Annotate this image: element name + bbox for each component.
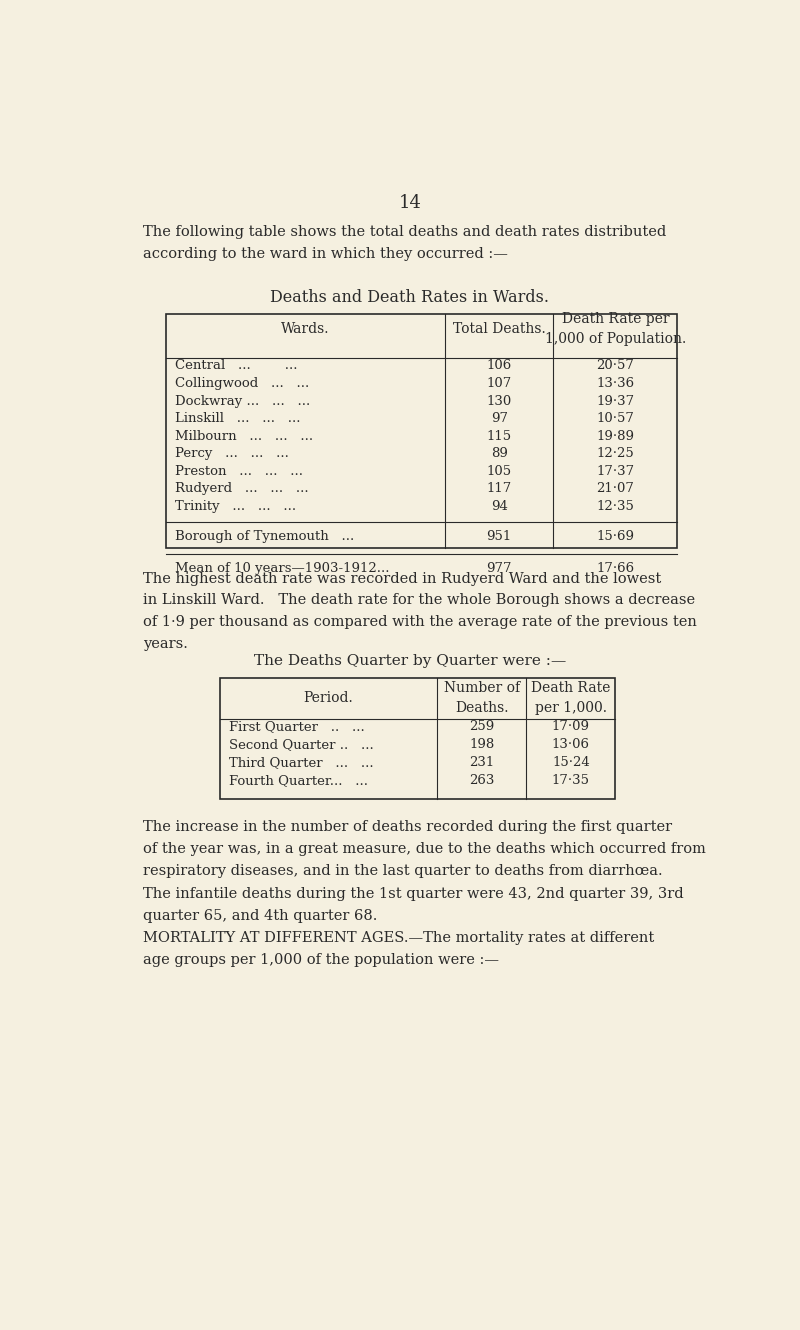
Text: 105: 105 [486, 464, 512, 477]
Text: 15·69: 15·69 [596, 529, 634, 543]
Text: The increase in the number of deaths recorded during the first quarter
of the ye: The increase in the number of deaths rec… [142, 821, 706, 878]
Bar [220, 678, 615, 799]
Text: 13·06: 13·06 [552, 738, 590, 751]
Text: 19·89: 19·89 [596, 430, 634, 443]
Text: 12·25: 12·25 [597, 447, 634, 460]
Bar [166, 314, 678, 548]
Text: The infantile deaths during the 1st quarter were 43, 2nd quarter 39, 3rd
quarter: The infantile deaths during the 1st quar… [142, 887, 683, 923]
Text: Trinity   ...   ...   ...: Trinity ... ... ... [175, 500, 296, 513]
Text: 17·09: 17·09 [552, 720, 590, 733]
Text: 977: 977 [486, 563, 512, 575]
Text: 130: 130 [486, 395, 512, 407]
Text: 198: 198 [469, 738, 494, 751]
Text: Third Quarter   ...   ...: Third Quarter ... ... [230, 755, 374, 769]
Text: Mean of 10 years—1903-1912...: Mean of 10 years—1903-1912... [175, 563, 390, 575]
Text: 17·37: 17·37 [596, 464, 634, 477]
Text: 951: 951 [486, 529, 512, 543]
Text: Percy   ...   ...   ...: Percy ... ... ... [175, 447, 289, 460]
Text: Borough of Tynemouth   ...: Borough of Tynemouth ... [175, 529, 354, 543]
Text: 13·36: 13·36 [596, 376, 634, 390]
Text: 19·37: 19·37 [596, 395, 634, 407]
Text: Central   ...        ...: Central ... ... [175, 359, 298, 372]
Text: Rudyerd   ...   ...   ...: Rudyerd ... ... ... [175, 483, 309, 495]
Text: Death Rate per
1,000 of Population.: Death Rate per 1,000 of Population. [545, 313, 686, 346]
Text: Deaths and Death Rates in Wards.: Deaths and Death Rates in Wards. [270, 289, 550, 306]
Text: 21·07: 21·07 [597, 483, 634, 495]
Text: 12·35: 12·35 [597, 500, 634, 513]
Text: Number of
Deaths.: Number of Deaths. [444, 681, 520, 714]
Text: 17·35: 17·35 [552, 774, 590, 787]
Text: 259: 259 [469, 720, 494, 733]
Text: 10·57: 10·57 [597, 412, 634, 426]
Text: Milbourn   ...   ...   ...: Milbourn ... ... ... [175, 430, 314, 443]
Text: The highest death rate was recorded in Rudyerd Ward and the lowest
in Linskill W: The highest death rate was recorded in R… [142, 572, 697, 650]
Text: 94: 94 [490, 500, 507, 513]
Text: The Deaths Quarter by Quarter were :—: The Deaths Quarter by Quarter were :— [254, 654, 566, 668]
Text: 17·66: 17·66 [596, 563, 634, 575]
Text: 14: 14 [398, 194, 422, 213]
Text: 89: 89 [490, 447, 507, 460]
Text: 115: 115 [486, 430, 512, 443]
Text: Collingwood   ...   ...: Collingwood ... ... [175, 376, 310, 390]
Text: Wards.: Wards. [281, 322, 330, 336]
Text: 15·24: 15·24 [552, 755, 590, 769]
Text: Dockwray ...   ...   ...: Dockwray ... ... ... [175, 395, 310, 407]
Text: 117: 117 [486, 483, 512, 495]
Text: First Quarter   ..   ...: First Quarter .. ... [230, 720, 365, 733]
Text: 106: 106 [486, 359, 512, 372]
Text: The following table shows the total deaths and death rates distributed
according: The following table shows the total deat… [142, 225, 666, 261]
Text: Linskill   ...   ...   ...: Linskill ... ... ... [175, 412, 301, 426]
Text: Death Rate
per 1,000.: Death Rate per 1,000. [531, 681, 610, 714]
Text: 231: 231 [469, 755, 494, 769]
Text: Second Quarter ..   ...: Second Quarter .. ... [230, 738, 374, 751]
Text: Fourth Quarter...   ...: Fourth Quarter... ... [230, 774, 369, 787]
Text: Preston   ...   ...   ...: Preston ... ... ... [175, 464, 303, 477]
Text: MORTALITY AT DIFFERENT AGES.—The mortality rates at different
age groups per 1,0: MORTALITY AT DIFFERENT AGES.—The mortali… [142, 931, 654, 967]
Text: Period.: Period. [304, 690, 354, 705]
Text: 107: 107 [486, 376, 512, 390]
Text: 20·57: 20·57 [597, 359, 634, 372]
Text: 263: 263 [469, 774, 494, 787]
Text: Total Deaths.: Total Deaths. [453, 322, 546, 336]
Text: 97: 97 [490, 412, 508, 426]
